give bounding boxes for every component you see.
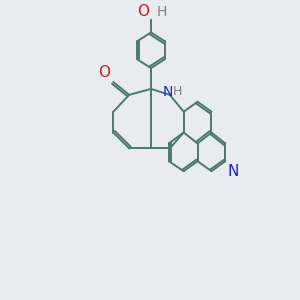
Text: N: N: [227, 164, 239, 179]
Text: H: H: [157, 4, 167, 19]
Text: O: O: [98, 65, 110, 80]
Text: N: N: [163, 85, 173, 99]
Text: H: H: [173, 85, 182, 98]
Text: O: O: [137, 4, 149, 19]
